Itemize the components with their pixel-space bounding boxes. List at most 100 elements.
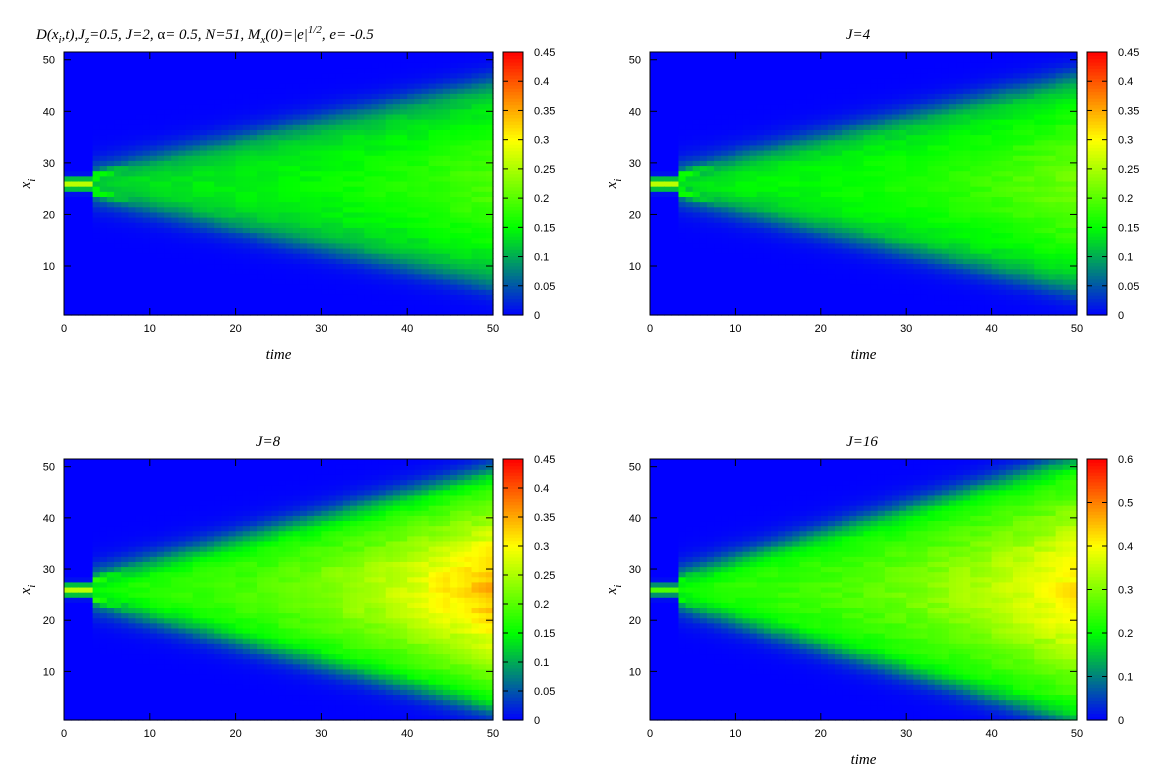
heatmap-cell — [884, 211, 893, 218]
heatmap-cell — [228, 160, 237, 167]
heatmap-cell — [199, 165, 208, 172]
heatmap-cell — [335, 304, 344, 311]
heatmap-cell — [221, 258, 230, 265]
heatmap-cell — [307, 232, 315, 239]
heatmap-cell — [450, 175, 458, 182]
heatmap-cell — [849, 211, 857, 218]
heatmap-cell — [271, 93, 280, 100]
heatmap-cell — [371, 309, 380, 316]
heatmap-cell — [64, 217, 72, 223]
heatmap-cell — [178, 294, 187, 301]
heatmap-cell — [335, 160, 344, 167]
heatmap-cell — [342, 294, 351, 301]
heatmap-cell — [699, 124, 708, 130]
heatmap-cell — [307, 180, 315, 187]
heatmap-cell — [271, 284, 280, 290]
heatmap-cell — [78, 211, 87, 218]
heatmap-cell — [350, 170, 358, 177]
heatmap-cell — [299, 284, 308, 290]
heatmap-cell — [471, 304, 480, 311]
heatmap-cell — [99, 268, 108, 275]
heatmap-cell — [863, 113, 872, 120]
heatmap-cell — [421, 165, 430, 172]
heatmap-cell — [264, 52, 272, 58]
heatmap-cell — [71, 253, 79, 259]
heatmap-cell — [378, 98, 387, 105]
heatmap-cell — [435, 227, 444, 234]
heatmap-cell — [806, 258, 815, 265]
heatmap-cell — [421, 217, 430, 223]
heatmap-cell — [763, 186, 772, 192]
heatmap-cell — [421, 278, 430, 285]
heatmap-cell — [307, 273, 315, 280]
heatmap-cell — [357, 278, 365, 285]
heatmap-cell — [464, 139, 473, 146]
heatmap-cell — [756, 98, 765, 105]
heatmap-cell — [114, 304, 122, 311]
heatmap-cell — [185, 170, 194, 177]
heatmap-cell — [278, 82, 287, 89]
heatmap-cell — [664, 77, 672, 84]
heatmap-cell — [742, 72, 751, 79]
heatmap-cell — [870, 309, 879, 316]
heatmap-cell — [106, 108, 115, 115]
heatmap-cell — [135, 278, 144, 285]
heatmap-cell — [207, 72, 215, 79]
heatmap-cell — [714, 237, 722, 244]
heatmap-cell — [478, 186, 487, 192]
heatmap-cell — [756, 186, 765, 192]
heatmap-cell — [721, 201, 729, 208]
heatmap-cell — [214, 232, 222, 239]
heatmap-cell — [164, 98, 172, 105]
heatmap-cell — [856, 253, 865, 259]
heatmap-cell — [891, 284, 900, 290]
heatmap-cell — [870, 119, 879, 125]
heatmap-cell — [735, 284, 744, 290]
heatmap-cell — [214, 217, 222, 223]
heatmap-cell — [870, 149, 879, 156]
heatmap-cell — [271, 227, 280, 234]
colorbar-segment — [503, 222, 523, 227]
heatmap-cell — [792, 72, 801, 79]
heatmap-cell — [657, 273, 665, 280]
heatmap-cell — [827, 237, 836, 244]
heatmap-cell — [457, 289, 465, 295]
heatmap-cell — [235, 77, 244, 84]
heatmap-cell — [357, 263, 365, 270]
heatmap-cell — [856, 124, 865, 130]
heatmap-cell — [664, 191, 672, 197]
heatmap-cell — [721, 165, 729, 172]
heatmap-cell — [221, 170, 230, 177]
heatmap-cell — [685, 175, 694, 182]
heatmap-cell — [149, 72, 158, 79]
heatmap-cell — [849, 284, 857, 290]
heatmap-cell — [450, 129, 458, 136]
colorbar-segment — [503, 75, 523, 79]
heatmap-cell — [271, 98, 280, 105]
heatmap-cell — [114, 165, 122, 172]
heatmap-cell — [820, 144, 829, 151]
heatmap-cell — [314, 273, 322, 280]
heatmap-cell — [185, 180, 194, 187]
heatmap-cell — [442, 191, 451, 197]
heatmap-cell — [364, 211, 373, 218]
heatmap-cell — [464, 201, 473, 208]
heatmap-cell — [400, 98, 408, 105]
heatmap-cell — [450, 278, 458, 285]
heatmap-cell — [199, 186, 208, 192]
heatmap-cell — [849, 144, 857, 151]
heatmap-cell — [407, 180, 415, 187]
heatmap-cell — [221, 134, 230, 141]
heatmap-cell — [770, 206, 779, 213]
heatmap-cell — [214, 180, 222, 187]
heatmap-cell — [414, 289, 423, 295]
heatmap-cell — [350, 273, 358, 280]
heatmap-cell — [485, 67, 494, 74]
heatmap-cell — [664, 242, 672, 249]
heatmap-cell — [478, 217, 487, 223]
heatmap-cell — [877, 67, 886, 74]
heatmap-cell — [128, 139, 137, 146]
heatmap-cell — [721, 258, 729, 265]
heatmap-cell — [721, 242, 729, 249]
heatmap-cell — [714, 268, 722, 275]
